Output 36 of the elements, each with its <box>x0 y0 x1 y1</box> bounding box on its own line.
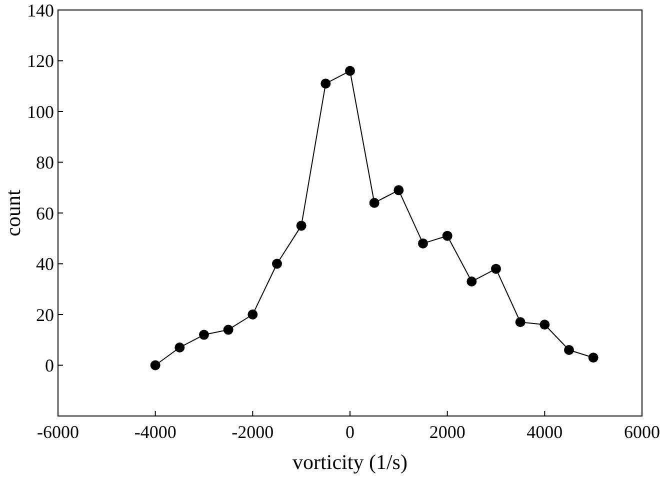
point <box>296 220 306 231</box>
y-tick-label: 140 <box>27 0 54 20</box>
point <box>515 317 526 328</box>
y-tick-label: 80 <box>36 152 54 173</box>
point <box>466 276 477 287</box>
point <box>248 310 258 320</box>
x-tick-label: -6000 <box>37 422 79 442</box>
y-tick-label: 120 <box>27 51 54 72</box>
point <box>150 360 160 370</box>
point <box>564 345 574 356</box>
point <box>272 258 282 269</box>
point <box>345 66 355 76</box>
point <box>369 198 380 208</box>
x-tick-label: -2000 <box>232 422 274 442</box>
point <box>223 324 234 335</box>
x-tick-label: 4000 <box>526 422 563 442</box>
x-tick-label: 6000 <box>624 422 660 442</box>
y-axis-title: count <box>1 190 25 236</box>
y-tick-label: 40 <box>36 254 54 274</box>
point <box>442 230 452 241</box>
x-tick-label: -4000 <box>134 422 176 442</box>
y-tick-label: 0 <box>45 356 54 376</box>
point <box>394 185 404 196</box>
x-tick-label: 0 <box>346 422 354 442</box>
point <box>174 342 185 352</box>
x-axis-title: vorticity (1/s) <box>292 450 408 474</box>
y-tick-label: 20 <box>36 304 54 325</box>
point <box>418 238 428 248</box>
point <box>540 320 550 330</box>
y-tick-label: 100 <box>27 102 54 122</box>
x-tick-label: 2000 <box>429 422 466 442</box>
point <box>320 78 331 89</box>
point <box>491 264 501 274</box>
y-tick-label: 60 <box>36 203 54 224</box>
point <box>588 352 598 363</box>
point <box>199 330 209 340</box>
